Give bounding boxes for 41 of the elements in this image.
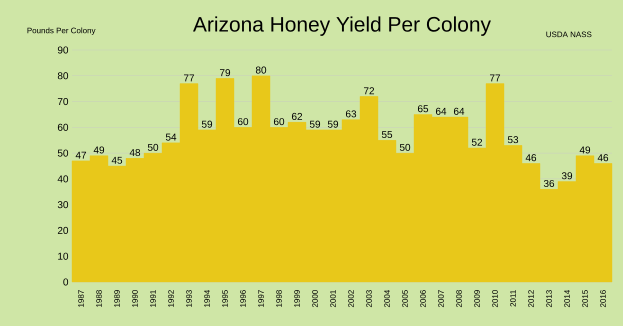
data-label: 36: [544, 180, 554, 188]
data-label: 50: [400, 144, 410, 151]
y-tick-label: 80: [58, 72, 68, 80]
data-label: 79: [220, 69, 230, 76]
data-label: 64: [436, 108, 446, 115]
y-tick-label: 40: [58, 175, 68, 182]
data-label: 48: [130, 149, 140, 156]
data-label: 54: [166, 134, 176, 141]
data-label: 60: [274, 118, 284, 126]
data-label: 62: [292, 112, 302, 120]
data-label: 59: [202, 120, 212, 128]
data-label: 64: [454, 108, 464, 115]
y-tick-label: 90: [58, 46, 68, 54]
data-label: 55: [382, 131, 392, 138]
data-label: 77: [184, 74, 194, 82]
data-label: 59: [310, 120, 320, 128]
data-label: 77: [490, 74, 500, 82]
data-label: 80: [256, 66, 266, 74]
y-tick-label: 70: [58, 98, 68, 106]
data-label: 50: [148, 144, 158, 151]
y-tick-label: 20: [58, 226, 68, 234]
data-label: 47: [76, 152, 86, 159]
data-label: 60: [238, 118, 248, 126]
y-tick-label: 30: [58, 201, 68, 208]
data-label: 53: [508, 136, 518, 144]
y-tick-label: 10: [58, 252, 68, 260]
y-tick-label: 60: [58, 124, 68, 131]
data-label: 49: [94, 146, 104, 154]
data-label: 65: [418, 105, 428, 112]
data-label: 63: [346, 110, 356, 118]
y-tick-label: 0: [63, 278, 68, 286]
data-label: 39: [562, 172, 572, 180]
data-label: 59: [328, 120, 338, 128]
y-tick-label: 50: [58, 150, 68, 157]
data-label: 52: [472, 138, 482, 146]
data-label: 46: [598, 154, 608, 162]
data-label: 49: [580, 146, 590, 154]
data-label: 72: [364, 87, 374, 94]
data-label: 45: [112, 156, 122, 164]
chart-title: Arizona Honey Yield Per Colony: [193, 16, 491, 36]
data-label: 46: [526, 154, 536, 162]
